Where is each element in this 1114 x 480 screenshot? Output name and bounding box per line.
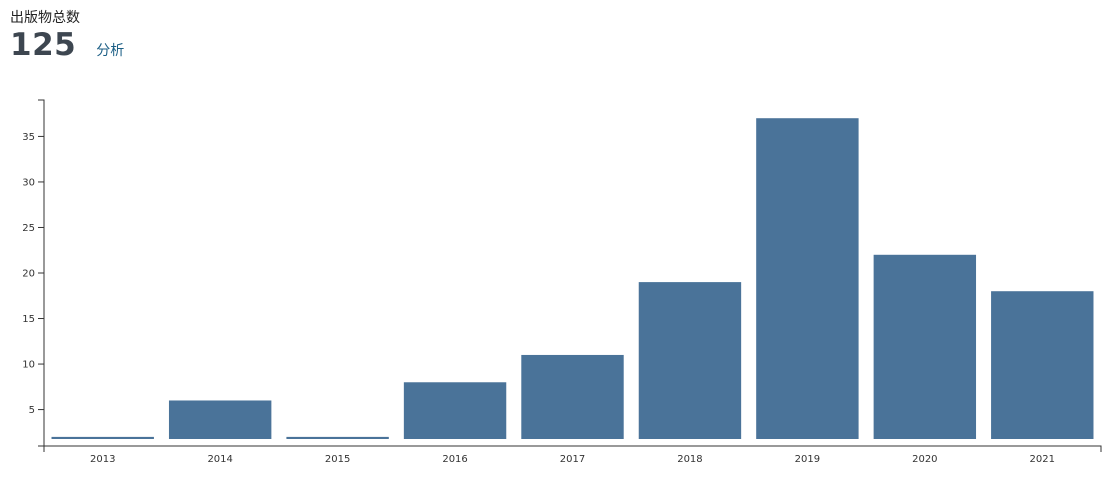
y-tick-label: 10	[22, 360, 35, 371]
y-tick-label: 25	[22, 223, 35, 234]
stats-row: 125 分析	[10, 28, 124, 62]
publications-total-label: 出版物总数	[10, 10, 80, 26]
x-tick-label: 2013	[90, 454, 115, 465]
x-tick-label: 2021	[1030, 454, 1055, 465]
x-tick-label: 2016	[442, 454, 467, 465]
bar-2018[interactable]	[638, 282, 742, 439]
y-tick-label: 5	[29, 405, 35, 416]
bar-2016[interactable]	[403, 382, 507, 439]
y-tick-label: 35	[22, 132, 35, 143]
y-tick-label: 30	[22, 177, 35, 188]
publications-total-count: 125	[10, 27, 77, 63]
analysis-link[interactable]: 分析	[96, 43, 125, 59]
x-axis: 2013 2014 2015 2016 2017 2018 2019 2020 2021	[43, 445, 1102, 465]
publications-summary: 出版物总数 125 分析	[10, 8, 124, 62]
y-tick-label: 15	[22, 314, 35, 325]
bar-2020[interactable]	[873, 254, 977, 439]
bar-2015[interactable]	[286, 436, 389, 439]
x-tick-label: 2019	[795, 454, 820, 465]
x-tick-label: 2018	[677, 454, 702, 465]
x-tick-label: 2014	[207, 454, 232, 465]
y-axis: 5 10 15 20 25 30 35	[22, 99, 45, 447]
bar-2019[interactable]	[756, 118, 859, 440]
bars	[51, 118, 1094, 440]
x-tick-label: 2017	[560, 454, 585, 465]
bar-2017[interactable]	[521, 354, 624, 439]
x-tick-label: 2020	[912, 454, 937, 465]
bar-2013[interactable]	[51, 436, 154, 439]
bar-2021[interactable]	[991, 291, 1094, 439]
x-tick-label: 2015	[325, 454, 350, 465]
y-tick-label: 20	[22, 269, 35, 280]
x-axis-line	[43, 445, 1102, 452]
bar-2014[interactable]	[168, 400, 272, 439]
